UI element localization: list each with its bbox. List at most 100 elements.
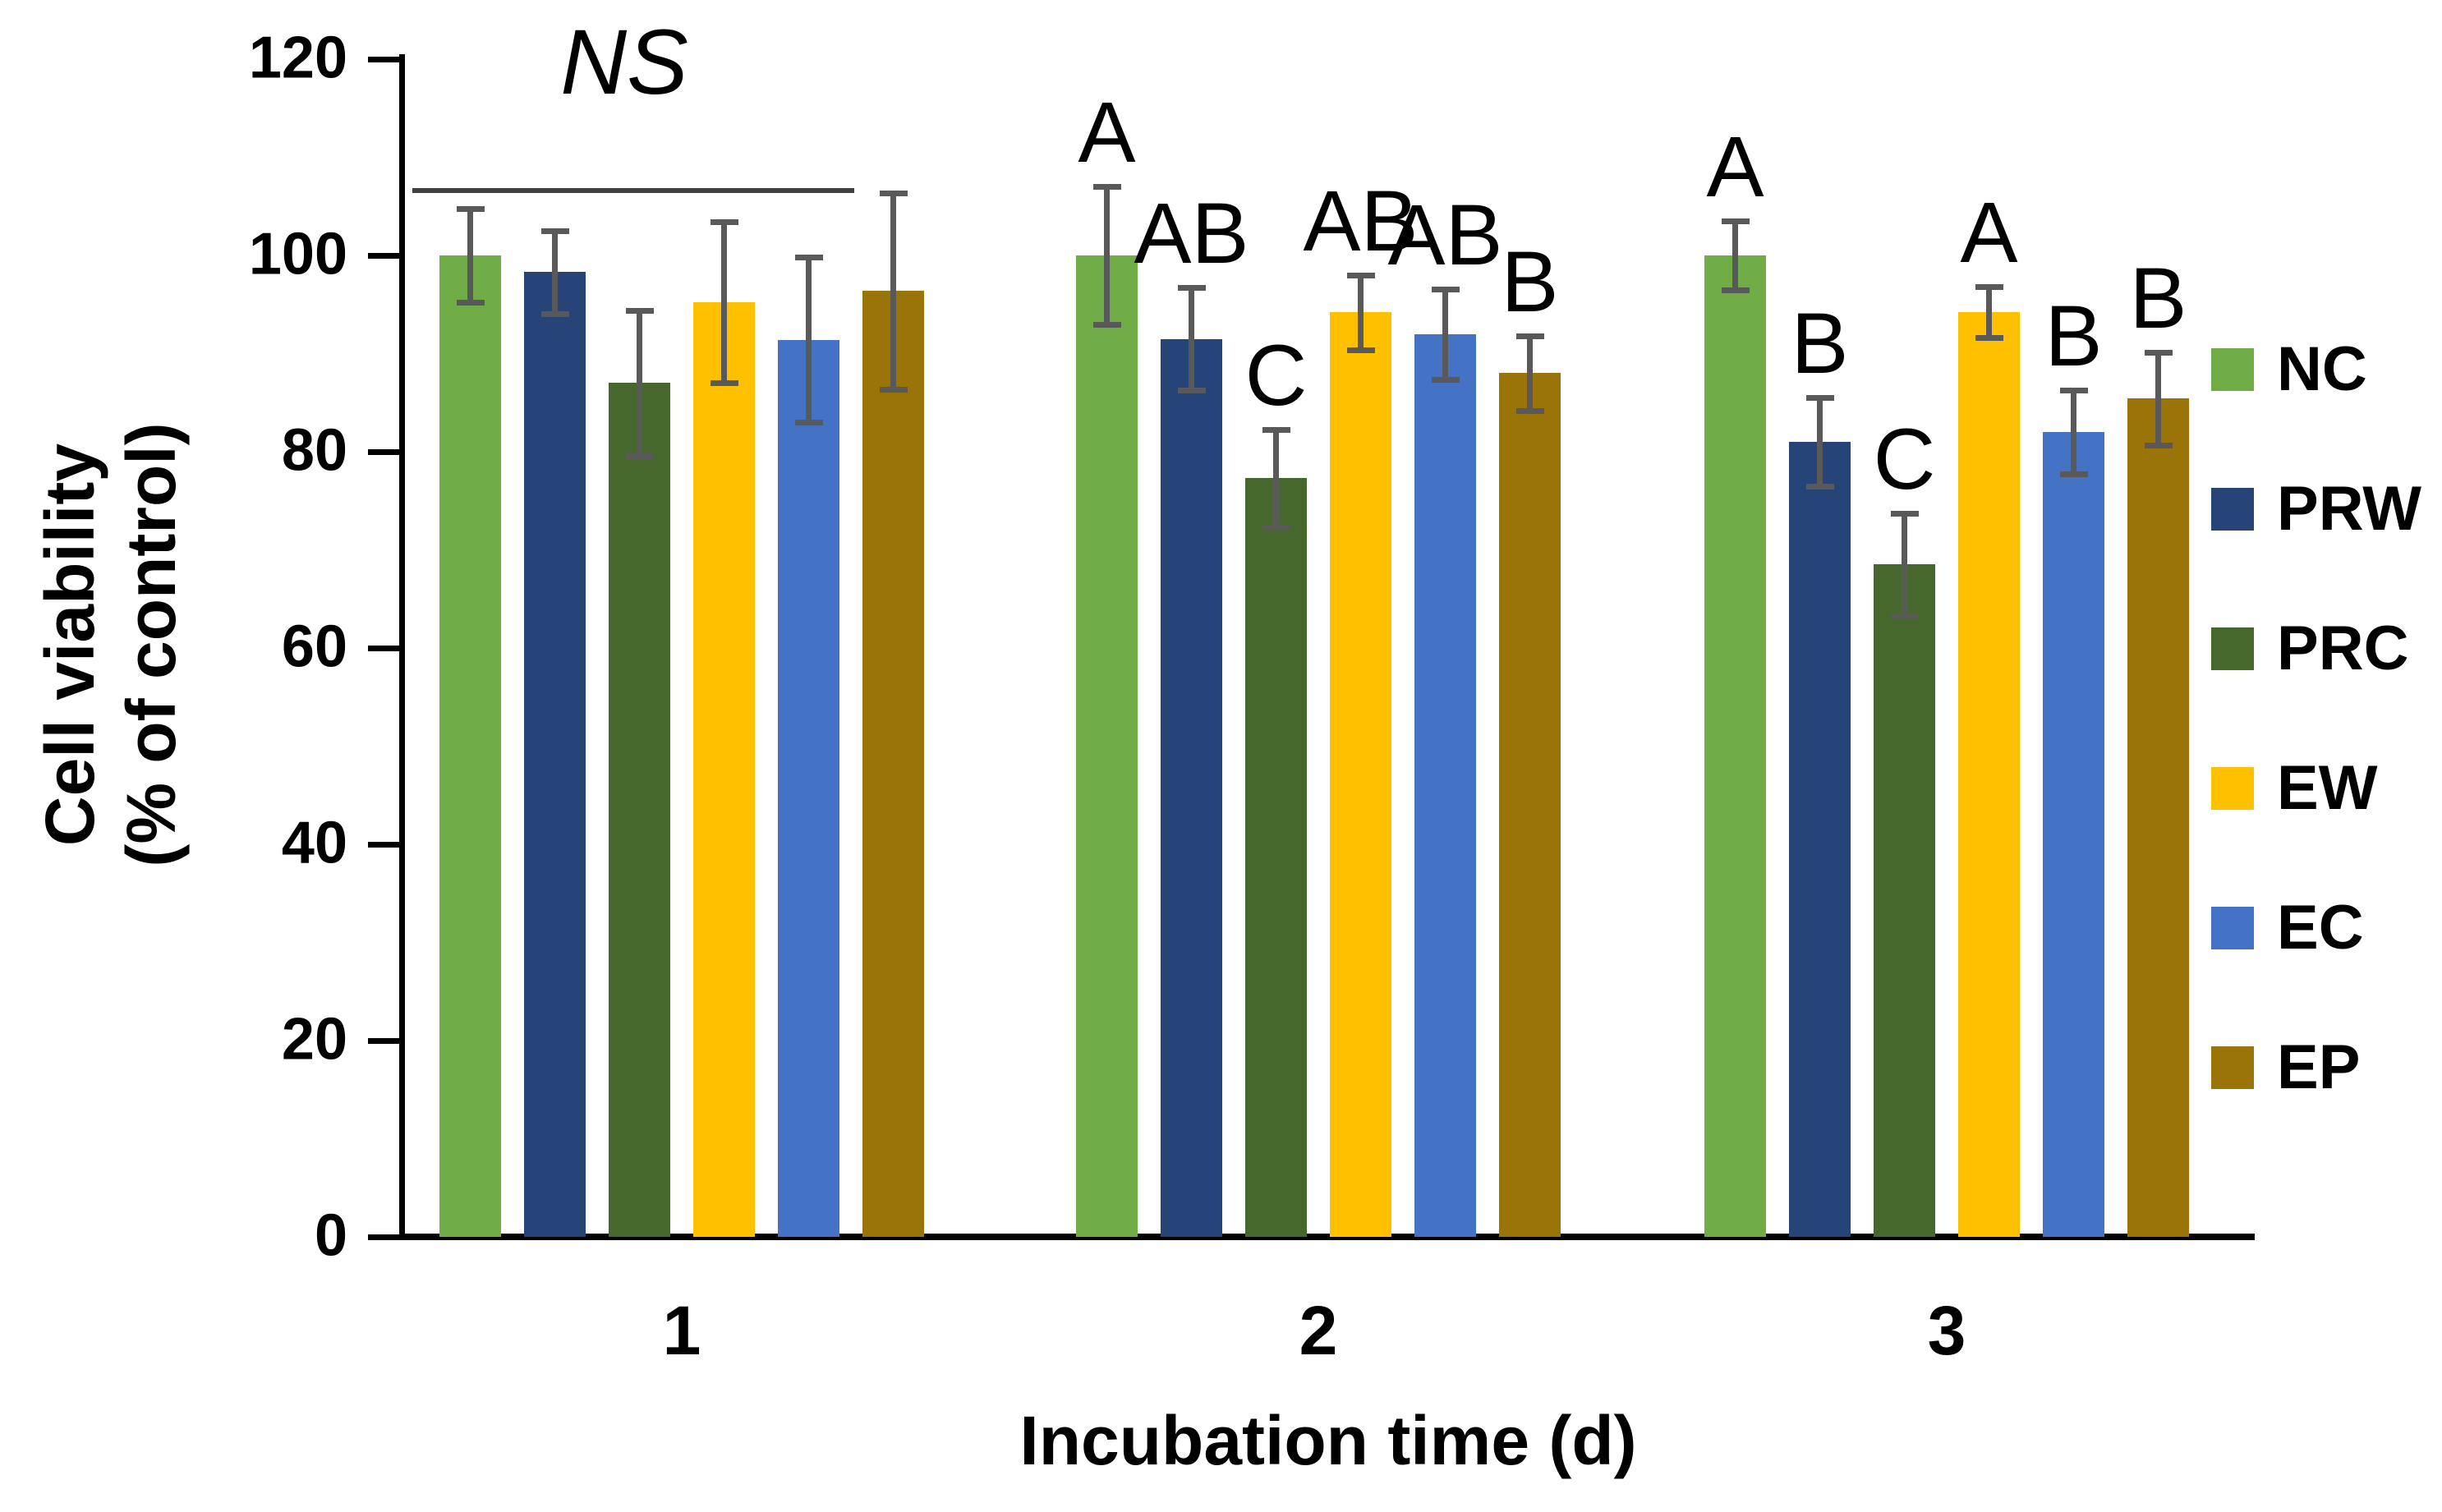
error-bar-EP-group2 — [1527, 335, 1533, 411]
legend-label-PRW: PRW — [2277, 474, 2421, 544]
legend-label-PRC: PRC — [2277, 614, 2409, 683]
error-cap-bottom-EP-group1 — [879, 386, 908, 393]
y-tick-mark-120 — [368, 57, 399, 62]
significance-letter-EP-group2: B — [1501, 233, 1559, 330]
error-cap-bottom-NC-group1 — [456, 300, 485, 306]
error-cap-bottom-PRW-group1 — [540, 310, 569, 317]
error-cap-bottom-EP-group3 — [2144, 442, 2173, 448]
error-cap-top-PRW-group3 — [1805, 395, 1834, 402]
y-tick-label-40: 40 — [281, 810, 347, 876]
y-tick-mark-20 — [368, 1038, 399, 1044]
significance-letter-PRW-group2: AB — [1134, 186, 1249, 283]
error-cap-top-PRC-group2 — [1262, 426, 1290, 433]
bar-NC-group2 — [1076, 255, 1138, 1237]
bar-EC-group3 — [2043, 432, 2104, 1237]
bar-PRC-group3 — [1874, 564, 1935, 1237]
error-cap-top-NC-group3 — [1721, 218, 1750, 225]
error-cap-top-EP-group3 — [2144, 350, 2173, 356]
error-bar-PRC-group3 — [1902, 513, 1907, 616]
error-bar-EW-group3 — [1986, 287, 1992, 338]
y-axis-line — [399, 54, 405, 1240]
x-category-label-3: 3 — [1927, 1292, 1966, 1369]
significance-letter-EC-group2: AB — [1387, 186, 1503, 283]
y-tick-mark-100 — [368, 253, 399, 259]
bar-PRW-group2 — [1161, 338, 1222, 1237]
error-cap-bottom-EC-group3 — [2059, 471, 2088, 478]
legend-swatch-EW — [2211, 767, 2254, 810]
y-tick-mark-40 — [368, 842, 399, 848]
error-cap-top-EC-group1 — [794, 255, 823, 261]
error-cap-top-EW-group1 — [710, 219, 738, 226]
error-cap-top-PRW-group1 — [540, 228, 569, 235]
significance-letter-PRC-group2: C — [1244, 327, 1308, 424]
significance-letter-EC-group3: B — [2044, 287, 2103, 384]
legend-swatch-PRC — [2211, 627, 2254, 670]
error-bar-EP-group1 — [890, 192, 896, 389]
error-cap-top-EC-group2 — [1431, 286, 1460, 292]
legend-swatch-PRW — [2211, 488, 2254, 531]
bar-EC-group1 — [778, 339, 839, 1237]
error-cap-top-NC-group2 — [1092, 184, 1121, 191]
error-bar-EC-group1 — [806, 257, 812, 423]
bar-EW-group2 — [1330, 312, 1391, 1237]
error-cap-top-EW-group2 — [1346, 272, 1375, 278]
bar-PRC-group2 — [1245, 478, 1307, 1237]
error-cap-bottom-NC-group2 — [1092, 321, 1121, 328]
error-bar-EP-group3 — [2155, 352, 2161, 445]
error-cap-top-PRW-group2 — [1177, 285, 1206, 292]
y-tick-label-60: 60 — [281, 614, 347, 680]
ns-annotation-text: NS — [560, 11, 688, 113]
error-cap-bottom-EW-group3 — [1975, 335, 2003, 342]
y-tick-label-20: 20 — [281, 1006, 347, 1073]
significance-letter-EW-group3: A — [1960, 185, 2018, 282]
legend-swatch-EC — [2211, 907, 2254, 949]
error-bar-PRC-group1 — [637, 310, 642, 456]
bar-NC-group1 — [439, 255, 501, 1237]
significance-letter-NC-group2: A — [1078, 85, 1136, 182]
error-bar-EC-group2 — [1442, 288, 1448, 379]
bar-NC-group3 — [1704, 255, 1766, 1237]
x-category-label-1: 1 — [662, 1292, 701, 1369]
error-cap-top-PRC-group3 — [1890, 511, 1919, 517]
error-cap-top-EP-group2 — [1515, 333, 1544, 339]
error-bar-NC-group3 — [1732, 221, 1738, 290]
y-axis-title-line1: Cell viability — [30, 443, 108, 847]
error-cap-bottom-EP-group2 — [1515, 407, 1544, 414]
error-bar-PRW-group2 — [1189, 287, 1194, 390]
error-bar-EW-group1 — [721, 222, 727, 384]
error-cap-bottom-EC-group1 — [794, 420, 823, 426]
legend-label-EP: EP — [2277, 1032, 2361, 1102]
error-bar-NC-group1 — [467, 208, 473, 303]
significance-letter-PRW-group3: B — [1791, 296, 1849, 393]
error-bar-NC-group2 — [1104, 186, 1110, 324]
bar-EP-group1 — [862, 291, 924, 1237]
y-tick-mark-80 — [368, 449, 399, 455]
bar-EW-group3 — [1958, 312, 2020, 1237]
error-cap-top-EC-group3 — [2059, 387, 2088, 393]
ns-annotation-line — [412, 188, 854, 193]
bar-PRW-group1 — [524, 272, 586, 1237]
significance-letter-EP-group3: B — [2129, 250, 2187, 347]
significance-letter-NC-group3: A — [1706, 119, 1764, 216]
legend-swatch-EP — [2211, 1046, 2254, 1089]
x-axis-title: Incubation time (d) — [1019, 1402, 1637, 1479]
error-cap-bottom-EW-group1 — [710, 380, 738, 387]
error-cap-top-EP-group1 — [879, 190, 908, 196]
error-cap-top-EW-group3 — [1975, 284, 2003, 291]
bar-EP-group2 — [1499, 373, 1561, 1237]
y-tick-label-80: 80 — [281, 417, 347, 484]
y-tick-label-100: 100 — [248, 221, 347, 287]
error-cap-top-NC-group1 — [456, 205, 485, 212]
legend-label-EC: EC — [2277, 893, 2364, 963]
error-bar-PRW-group1 — [552, 231, 558, 314]
error-cap-bottom-NC-group3 — [1721, 287, 1750, 293]
error-bar-EC-group3 — [2071, 389, 2076, 475]
bar-EW-group1 — [693, 302, 755, 1237]
error-cap-bottom-PRC-group1 — [625, 453, 654, 459]
significance-letter-PRC-group3: C — [1873, 411, 1936, 508]
error-cap-bottom-PRW-group3 — [1805, 483, 1834, 489]
error-cap-top-PRC-group1 — [625, 307, 654, 314]
bar-PRC-group1 — [609, 383, 670, 1237]
error-bar-EW-group2 — [1358, 274, 1364, 350]
